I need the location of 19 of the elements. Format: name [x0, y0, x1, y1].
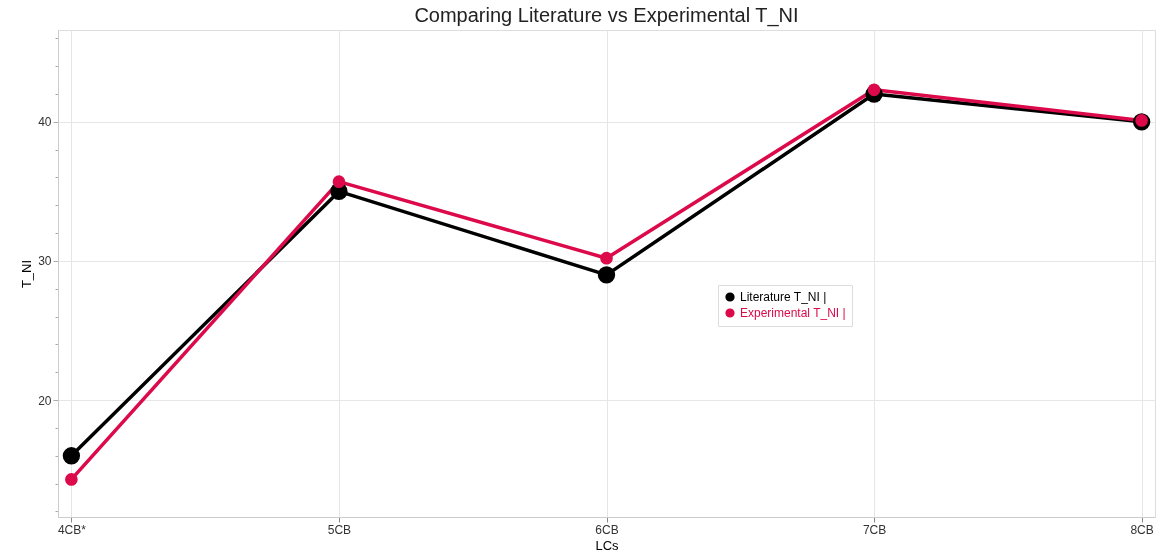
- y-axis-title: T_NI: [19, 259, 35, 289]
- point: [65, 473, 78, 486]
- y-tick-label: 40: [38, 115, 52, 130]
- chart-title: Comparing Literature vs Experimental T_NI: [414, 4, 799, 27]
- y-tick-label: 20: [38, 393, 52, 408]
- x-tick-label: 4CB*: [57, 522, 87, 537]
- point: [62, 447, 81, 465]
- point: [332, 175, 346, 188]
- point: [867, 83, 881, 97]
- legend-label: Literature T_NI |: [740, 290, 827, 304]
- y-tick-label: 30: [38, 254, 52, 269]
- point: [597, 266, 616, 284]
- legend-label: Experimental T_NI |: [740, 306, 846, 320]
- x-tick-label: 6CB: [595, 522, 619, 537]
- x-tick-label: 8CB: [1130, 522, 1154, 537]
- x-tick-label: 7CB: [862, 522, 887, 537]
- x-tick-label: 5CB: [327, 522, 352, 537]
- point: [600, 251, 613, 265]
- x-axis-title: LCs: [595, 537, 620, 553]
